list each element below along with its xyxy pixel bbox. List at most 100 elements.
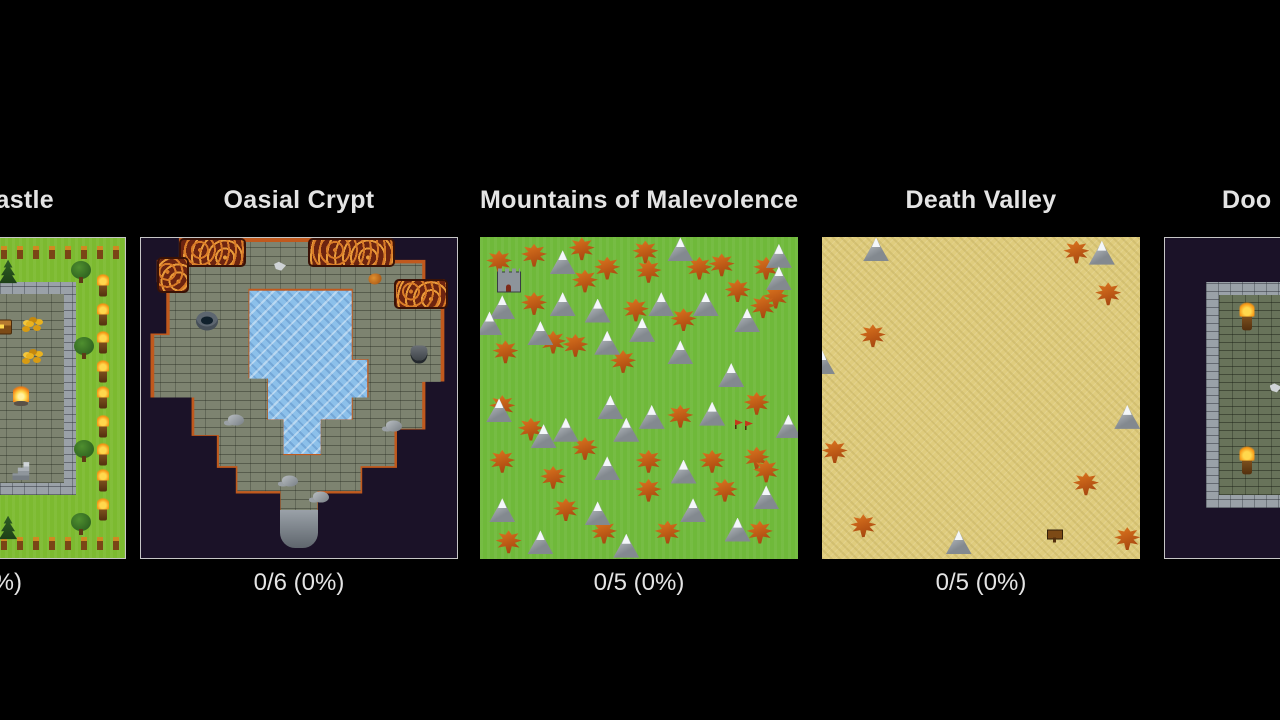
sprite-tree-icon <box>495 530 522 554</box>
sprite-mtn-icon <box>945 530 972 555</box>
sprite-tree-icon <box>610 350 637 373</box>
sprite-mtn-icon <box>629 317 656 342</box>
dungeon-floor <box>1219 295 1280 495</box>
sprite-tree-icon <box>622 298 649 322</box>
level-map-preview[interactable] <box>822 236 1140 559</box>
sprite-tree-icon <box>568 237 595 261</box>
fence-row-bottom <box>0 536 125 550</box>
lava-rocks <box>178 237 247 268</box>
sprite-mtn-icon <box>584 501 611 526</box>
sprite-torch-icon <box>96 329 109 354</box>
level-map-preview[interactable] <box>0 236 126 559</box>
level-title: Oasial Crypt <box>223 185 375 214</box>
lava-rocks <box>393 279 449 309</box>
dungeon-walls <box>1206 282 1280 508</box>
level-title: Death Valley <box>905 185 1057 214</box>
sprite-mtn-icon <box>822 350 835 375</box>
sprite-tree-icon <box>762 285 789 309</box>
level-progress: 0/5 (0%) <box>593 568 685 596</box>
sprite-mtn-icon <box>549 292 576 317</box>
level-map-preview[interactable] <box>480 236 798 559</box>
sprite-flags-icon <box>735 419 753 433</box>
sprite-tree-icon <box>667 404 694 428</box>
fence-row-top <box>0 245 125 259</box>
sprite-castle-icon <box>496 268 521 293</box>
level-card-oasial-crypt[interactable]: Oasial Crypt 0/6 (0%) <box>140 163 458 597</box>
sprite-mtn-icon <box>724 517 751 542</box>
sprite-tree-icon <box>850 514 877 538</box>
sprite-torch-icon <box>96 467 109 492</box>
sprite-mtn-icon <box>667 237 694 262</box>
sprite-rtree-icon <box>73 337 94 360</box>
level-map-preview[interactable] <box>140 236 458 559</box>
sprite-tree-icon <box>591 520 618 544</box>
sprite-mtn-icon <box>489 498 516 523</box>
sprite-tree-icon <box>699 449 726 473</box>
sprite-mtn-icon <box>765 243 792 268</box>
level-card-mountains-of-malevolence[interactable]: Mountains of Malevolence 0/5 (0%) <box>480 163 798 597</box>
sprite-tree-icon <box>1095 282 1122 306</box>
sprite-mtn-icon <box>648 292 675 317</box>
sprite-mtn-icon <box>613 417 640 442</box>
level-title: Mountains of Malevolence <box>480 185 799 214</box>
sprite-mtn-icon <box>1088 240 1115 265</box>
level-progress: 0/6 (0%) <box>253 568 345 596</box>
sprite-tree-icon <box>724 279 751 303</box>
level-card-death-valley[interactable]: Death Valley 0/5 (0%) <box>822 163 1140 597</box>
sprite-tree-icon <box>743 446 770 470</box>
level-title: Doo <box>1222 185 1272 214</box>
sprite-mtn-icon <box>597 395 624 420</box>
sprite-tree-icon <box>654 520 681 544</box>
sprite-mtn-icon <box>753 485 780 510</box>
sprite-mtn-icon <box>670 459 697 484</box>
sprite-tree-icon <box>711 478 738 502</box>
sprite-tree-icon <box>489 449 516 473</box>
sprite-mtn-icon <box>680 498 707 523</box>
sprite-tree-icon <box>489 395 516 418</box>
sprite-tree-icon <box>540 330 567 354</box>
sprite-tree-icon <box>686 256 713 280</box>
lava-rocks <box>156 256 190 293</box>
level-card-castle[interactable]: astle %) <box>0 163 126 597</box>
sprite-mtn-icon <box>552 417 579 442</box>
sprite-torch-icon <box>96 441 109 466</box>
sprite-tree-icon <box>521 292 548 315</box>
sprite-mtn-icon <box>638 404 665 429</box>
lava-rocks <box>308 237 395 268</box>
sprite-mtn-icon <box>489 295 516 320</box>
sprite-tree-icon <box>517 417 544 441</box>
sprite-mtn-icon <box>1114 404 1140 429</box>
sprite-tree-icon <box>571 437 598 460</box>
sprite-tree-icon <box>1072 472 1099 496</box>
level-progress: 0/5 (0%) <box>935 568 1027 596</box>
sprite-tree-icon <box>822 440 848 464</box>
sprite-tree-icon <box>859 324 886 348</box>
sprite-tree-icon <box>1114 527 1140 550</box>
level-progress: %) <box>0 568 22 596</box>
sprite-mtn-icon <box>667 340 694 365</box>
sprite-rtree-icon <box>73 439 94 462</box>
sprite-tree-icon <box>632 240 659 264</box>
sprite-tree-icon <box>486 250 513 274</box>
castle-walls <box>0 282 77 496</box>
sprite-torch-icon <box>96 384 109 409</box>
sprite-rtree-icon <box>70 513 91 536</box>
crypt-exit-path <box>280 509 318 548</box>
sprite-mtn-icon <box>718 362 745 387</box>
sprite-torch-icon <box>96 413 109 437</box>
level-map-preview[interactable] <box>1164 236 1280 559</box>
sprite-mtn-icon <box>594 330 621 355</box>
sprite-tree-icon <box>708 253 735 277</box>
level-title: astle <box>0 185 54 214</box>
sprite-tree-icon <box>635 449 662 473</box>
sprite-rtree-icon <box>70 260 91 283</box>
sprite-mtn-icon <box>527 321 554 346</box>
sprite-mtn-icon <box>863 237 890 262</box>
sprite-torch-icon <box>96 496 109 521</box>
level-card-doom[interactable]: Doo <box>1164 163 1280 569</box>
sprite-tree-icon <box>635 259 662 283</box>
sprite-mtn-icon <box>480 311 503 336</box>
sprite-tree-icon <box>743 391 770 415</box>
castle-floor <box>0 294 65 484</box>
